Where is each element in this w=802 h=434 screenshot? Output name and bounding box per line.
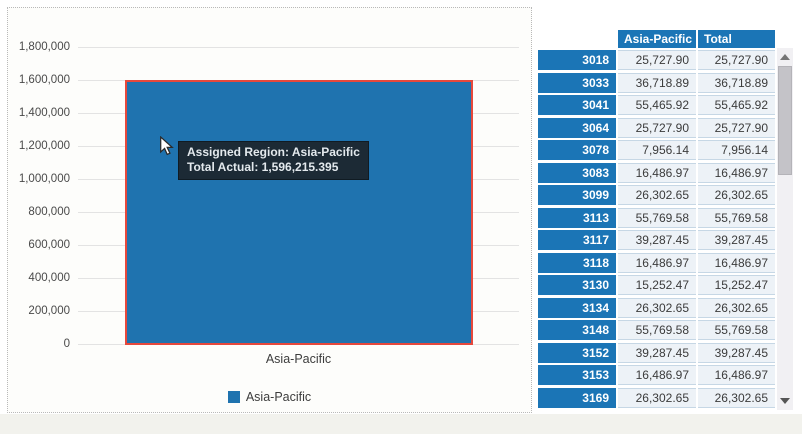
total-value-cell[interactable]: 39,287.45: [698, 342, 775, 363]
row-header-cell[interactable]: 3118: [538, 252, 616, 273]
chart-legend[interactable]: Asia-Pacific: [8, 390, 531, 404]
table-row: 3078 7,956.14 7,956.14: [538, 140, 775, 160]
bar-asia-pacific[interactable]: [125, 80, 473, 345]
asia-pacific-value-cell[interactable]: 25,727.90: [618, 117, 696, 138]
chart-tooltip: Assigned Region: Asia-Pacific Total Actu…: [178, 141, 369, 180]
total-value-cell[interactable]: 55,769.58: [698, 207, 775, 228]
table-row: 3113 55,769.58 55,769.58: [538, 207, 775, 228]
tooltip-region-line: Assigned Region: Asia-Pacific: [187, 145, 360, 159]
row-header-cell[interactable]: 3117: [538, 230, 616, 250]
row-header-cell[interactable]: 3078: [538, 140, 616, 160]
total-value-cell[interactable]: 26,302.65: [698, 387, 775, 408]
y-axis-tick-label: 600,000: [28, 239, 70, 251]
table-row: 3169 26,302.65 26,302.65: [538, 387, 775, 408]
scrollbar-thumb[interactable]: [778, 66, 792, 175]
table-row: 3148 55,769.58 55,769.58: [538, 320, 775, 340]
total-value-cell[interactable]: 16,486.97: [698, 162, 775, 183]
asia-pacific-value-cell[interactable]: 15,252.47: [618, 275, 696, 295]
page-bottom-strip: [0, 414, 802, 434]
y-axis-tick-label: 400,000: [28, 272, 70, 284]
asia-pacific-value-cell[interactable]: 39,287.45: [618, 342, 696, 363]
table-body: 3018 25,727.90 25,727.90 3033 36,718.89 …: [538, 50, 775, 408]
table-row: 3099 26,302.65 26,302.65: [538, 185, 775, 205]
asia-pacific-value-cell[interactable]: 7,956.14: [618, 140, 696, 160]
table-row: 3152 39,287.45 39,287.45: [538, 342, 775, 363]
total-value-cell[interactable]: 39,287.45: [698, 230, 775, 250]
pivot-table: Asia-Pacific Total 3018 25,727.90 25,727…: [538, 30, 775, 408]
row-header-cell[interactable]: 3130: [538, 275, 616, 295]
total-value-cell[interactable]: 25,727.90: [698, 50, 775, 70]
table-row: 3018 25,727.90 25,727.90: [538, 50, 775, 70]
total-value-cell[interactable]: 25,727.90: [698, 117, 775, 138]
total-value-cell[interactable]: 16,486.97: [698, 365, 775, 385]
y-axis-tick-label: 0: [63, 338, 70, 350]
gridline: [78, 47, 519, 48]
total-value-cell[interactable]: 7,956.14: [698, 140, 775, 160]
asia-pacific-value-cell[interactable]: 16,486.97: [618, 162, 696, 183]
row-header-cell[interactable]: 3083: [538, 162, 616, 183]
table-row: 3130 15,252.47 15,252.47: [538, 275, 775, 295]
table-row: 3118 16,486.97 16,486.97: [538, 252, 775, 273]
row-header-cell[interactable]: 3113: [538, 207, 616, 228]
table-header-row: Asia-Pacific Total: [538, 30, 775, 48]
asia-pacific-value-cell[interactable]: 36,718.89: [618, 72, 696, 93]
row-header-cell[interactable]: 3064: [538, 117, 616, 138]
y-axis-tick-label: 1,200,000: [18, 140, 70, 152]
tooltip-total-line: Total Actual: 1,596,215.395: [187, 160, 339, 174]
total-value-cell[interactable]: 55,769.58: [698, 320, 775, 340]
legend-label: Asia-Pacific: [245, 390, 312, 404]
column-header-total[interactable]: Total: [698, 30, 775, 48]
row-header-cell[interactable]: 3099: [538, 185, 616, 205]
legend-swatch-icon: [227, 391, 240, 403]
table-row: 3033 36,718.89 36,718.89: [538, 72, 775, 93]
total-value-cell[interactable]: 36,718.89: [698, 72, 775, 93]
table-corner-spacer: [538, 30, 616, 48]
y-axis-tick-label: 200,000: [28, 305, 70, 317]
row-header-cell[interactable]: 3148: [538, 320, 616, 340]
asia-pacific-value-cell[interactable]: 26,302.65: [618, 185, 696, 205]
scroll-down-arrow-icon[interactable]: [780, 398, 790, 404]
total-value-cell[interactable]: 26,302.65: [698, 297, 775, 318]
table-scrollbar[interactable]: [777, 48, 793, 410]
mouse-cursor-icon: [159, 135, 175, 163]
table-row: 3064 25,727.90 25,727.90: [538, 117, 775, 138]
y-axis-tick-label: 1,600,000: [18, 74, 70, 86]
asia-pacific-value-cell[interactable]: 16,486.97: [618, 365, 696, 385]
table-row: 3153 16,486.97 16,486.97: [538, 365, 775, 385]
y-axis-tick-label: 1,000,000: [18, 173, 70, 185]
row-header-cell[interactable]: 3153: [538, 365, 616, 385]
y-axis-tick-label: 800,000: [28, 206, 70, 218]
table-row: 3117 39,287.45 39,287.45: [538, 230, 775, 250]
scroll-up-arrow-icon[interactable]: [780, 54, 790, 60]
total-value-cell[interactable]: 55,465.92: [698, 95, 775, 115]
table-row: 3134 26,302.65 26,302.65: [538, 297, 775, 318]
column-header-asia-pacific[interactable]: Asia-Pacific: [618, 30, 696, 48]
asia-pacific-value-cell[interactable]: 55,769.58: [618, 207, 696, 228]
asia-pacific-value-cell[interactable]: 26,302.65: [618, 387, 696, 408]
row-header-cell[interactable]: 3152: [538, 342, 616, 363]
row-header-cell[interactable]: 3041: [538, 95, 616, 115]
row-header-cell[interactable]: 3018: [538, 50, 616, 70]
asia-pacific-value-cell[interactable]: 39,287.45: [618, 230, 696, 250]
asia-pacific-value-cell[interactable]: 26,302.65: [618, 297, 696, 318]
y-axis-tick-label: 1,400,000: [18, 107, 70, 119]
total-value-cell[interactable]: 16,486.97: [698, 252, 775, 273]
total-value-cell[interactable]: 15,252.47: [698, 275, 775, 295]
row-header-cell[interactable]: 3134: [538, 297, 616, 318]
bar-chart-panel: 1,800,000 1,600,000 1,400,000 1,200,000 1,00…: [7, 7, 532, 413]
total-value-cell[interactable]: 26,302.65: [698, 185, 775, 205]
row-header-cell[interactable]: 3033: [538, 72, 616, 93]
asia-pacific-value-cell[interactable]: 25,727.90: [618, 50, 696, 70]
table-row: 3083 16,486.97 16,486.97: [538, 162, 775, 183]
x-axis-category-label: Asia-Pacific: [265, 352, 332, 366]
row-header-cell[interactable]: 3169: [538, 387, 616, 408]
table-row: 3041 55,465.92 55,465.92: [538, 95, 775, 115]
asia-pacific-value-cell[interactable]: 16,486.97: [618, 252, 696, 273]
y-axis-tick-label: 1,800,000: [18, 41, 70, 53]
asia-pacific-value-cell[interactable]: 55,465.92: [618, 95, 696, 115]
asia-pacific-value-cell[interactable]: 55,769.58: [618, 320, 696, 340]
